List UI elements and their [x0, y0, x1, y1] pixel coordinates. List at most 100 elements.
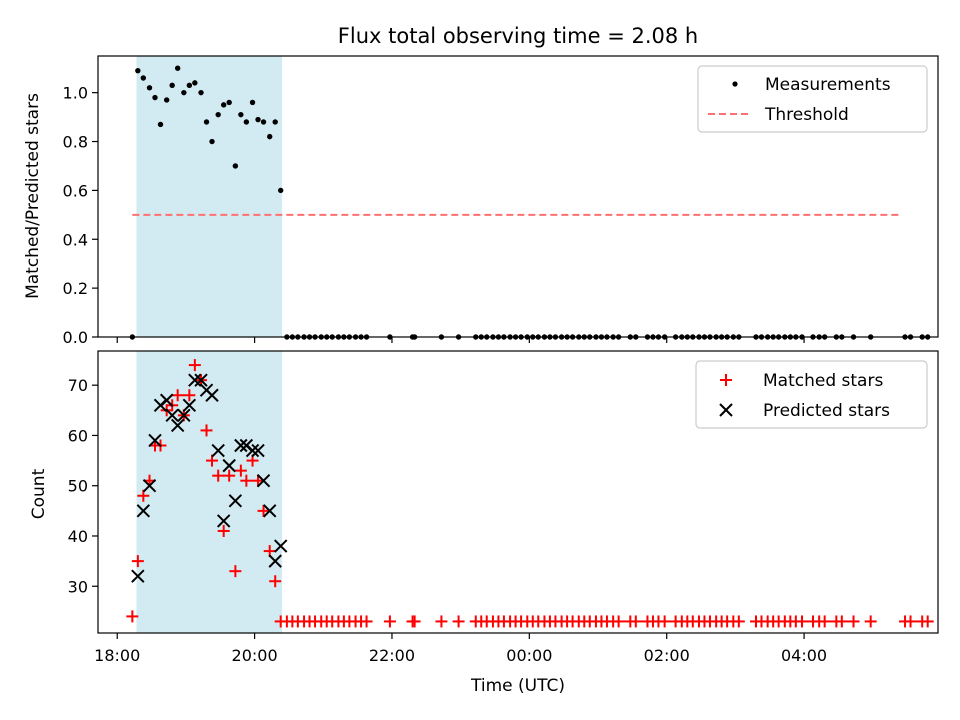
- measurement-point: [267, 133, 273, 140]
- matched-star-point: [408, 615, 421, 628]
- y-tick-label: 0.4: [63, 230, 88, 249]
- matched-star-point: [217, 524, 230, 537]
- y-tick-label: 0.2: [63, 279, 88, 298]
- x-tick-label: 04:00: [781, 646, 827, 665]
- matched-star-point: [658, 615, 671, 628]
- predicted-star-stroke: [136, 504, 151, 518]
- x-tick-label: 00:00: [506, 646, 552, 665]
- predicted-star-point: [228, 494, 243, 508]
- matched-star-point: [435, 615, 448, 628]
- top-ylabel: Matched/Predicted stars: [23, 93, 43, 299]
- matched-star-point: [131, 555, 144, 568]
- legend-measurements-marker: [732, 81, 738, 87]
- predicted-star-stroke: [205, 388, 219, 402]
- measurement-point: [146, 85, 153, 91]
- matched-star-point: [904, 615, 917, 628]
- predicted-star-stroke: [268, 554, 282, 568]
- y-tick-label: 50: [68, 477, 88, 496]
- x-tick-label: 20:00: [232, 646, 278, 665]
- matched-star-point: [612, 615, 625, 628]
- matched-star-point: [383, 615, 396, 628]
- matched-star-point: [252, 474, 265, 487]
- predicted-star-stroke: [256, 473, 271, 488]
- matched-star-point: [796, 615, 809, 628]
- observing-window-shade: [136, 56, 283, 337]
- bottom-legend-box: [695, 360, 928, 429]
- predicted-star-stroke: [273, 539, 288, 553]
- bottom-panel-frame: [97, 350, 939, 634]
- measurement-point: [181, 89, 187, 96]
- predicted-star-point: [211, 443, 225, 458]
- legend-threshold-label: Threshold: [764, 105, 849, 125]
- predicted-star-point: [188, 373, 202, 387]
- measurement-point: [135, 67, 141, 74]
- predicted-star-stroke: [251, 443, 265, 458]
- matched-star-point: [847, 615, 860, 628]
- predicted-star-point: [194, 373, 208, 387]
- y-tick-label: 0.6: [63, 181, 88, 200]
- predicted-star-point: [148, 433, 162, 448]
- predicted-star-stroke: [165, 408, 179, 423]
- predicted-star-point: [177, 408, 191, 423]
- x-tick-label: 22:00: [369, 646, 415, 665]
- measurement-point: [226, 99, 232, 106]
- bottom-ylabel: Count: [29, 468, 49, 519]
- matched-star-point: [835, 615, 848, 628]
- measurement-point: [209, 138, 215, 145]
- matched-star-point: [212, 469, 225, 482]
- measurement-point: [152, 94, 158, 101]
- measurement-point: [243, 119, 250, 125]
- predicted-star-stroke: [188, 373, 202, 387]
- y-tick-label: 30: [68, 577, 88, 596]
- predicted-star-point: [245, 443, 260, 458]
- predicted-star-stroke: [159, 393, 174, 407]
- predicted-star-point: [268, 554, 282, 568]
- predicted-star-stroke: [263, 504, 277, 518]
- matched-star-point: [223, 469, 236, 482]
- legend-predicted-marker: [719, 403, 733, 417]
- y-tick-label: 60: [68, 426, 88, 445]
- top-panel: 0.0 0.2 0.4 0.6 0.8 1.0 Matched/Predicted sta…: [23, 55, 939, 347]
- predicted-star-point: [263, 504, 277, 518]
- predicted-star-stroke: [211, 443, 225, 458]
- matched-star-point: [257, 504, 270, 517]
- measurement-point: [203, 119, 210, 125]
- matched-star-point: [229, 565, 242, 578]
- matched-star-point: [200, 424, 213, 437]
- matched-star-point: [183, 389, 196, 402]
- top-legend: Measurements Threshold: [697, 65, 928, 133]
- bottom-legend: Matched stars Predicted stars: [695, 360, 928, 429]
- measurement-point: [220, 102, 227, 108]
- predicted-star-point: [136, 504, 151, 518]
- predicted-star-point: [170, 418, 185, 433]
- predicted-star-point: [142, 479, 157, 493]
- measurement-point: [255, 116, 261, 123]
- predicted-star-point: [251, 443, 265, 458]
- predicted-star-point: [159, 393, 174, 407]
- measurement-point: [163, 97, 170, 103]
- bottom-panel: 30 40 50 60 70 18:00 20:00 22:00 00:00 02:00 04:0…: [29, 350, 939, 696]
- matched-star-point: [732, 615, 745, 628]
- y-tick-label: 0.8: [63, 133, 88, 152]
- legend-matched-label: Matched stars: [763, 371, 883, 391]
- x-tick-label: 02:00: [644, 646, 690, 665]
- predicted-star-point: [234, 438, 248, 453]
- y-tick-label: 40: [68, 527, 88, 546]
- matched-star-point: [240, 474, 253, 487]
- chart-title: Flux total observing time = 2.08 h: [338, 24, 698, 48]
- predicted-star-point: [165, 408, 179, 423]
- measurement-point: [174, 65, 181, 71]
- measurement-point: [140, 75, 147, 81]
- measurement-point: [157, 121, 164, 128]
- predicted-star-point: [131, 569, 145, 583]
- predicted-star-stroke: [182, 398, 197, 412]
- predicted-star-point: [205, 388, 219, 402]
- matched-star-point: [126, 610, 139, 623]
- x-axis-label: Time (UTC): [470, 676, 565, 696]
- top-legend-box: [697, 65, 928, 133]
- matched-star-point: [137, 489, 150, 502]
- measurement-point: [192, 80, 198, 86]
- measurement-point: [169, 82, 175, 89]
- predicted-star-stroke: [170, 418, 185, 433]
- predicted-star-point: [182, 398, 197, 412]
